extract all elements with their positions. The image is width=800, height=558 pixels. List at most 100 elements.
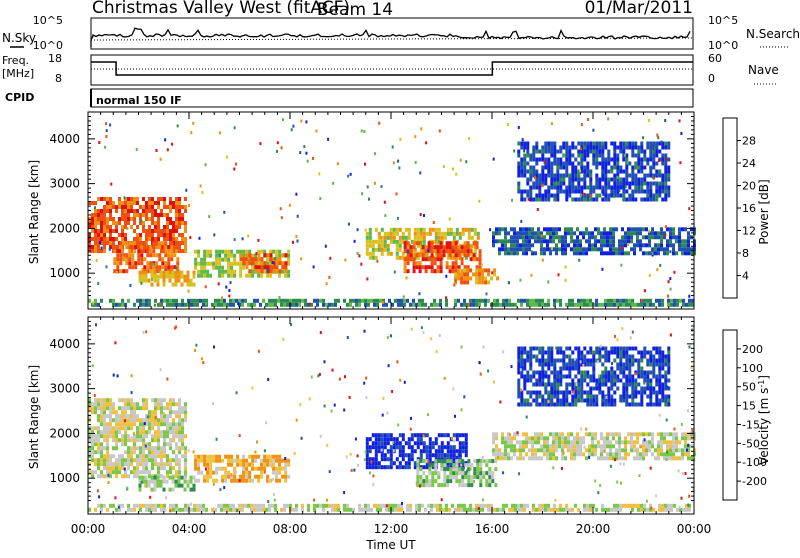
heatmap-cell	[642, 235, 645, 239]
heatmap-cell	[649, 379, 652, 383]
heatmap-cell	[366, 244, 369, 248]
heatmap-cell	[570, 432, 573, 436]
heatmap-cell	[656, 173, 658, 176]
heatmap-cell	[248, 258, 250, 261]
heatmap-cell	[142, 299, 145, 303]
heatmap-cell	[592, 190, 595, 194]
heatmap-cell	[592, 162, 595, 166]
heatmap-cell	[262, 299, 265, 303]
heatmap-cell	[232, 508, 235, 512]
heatmap-cell	[507, 444, 510, 448]
heatmap-cell	[678, 456, 681, 460]
heatmap-cell	[151, 466, 154, 470]
heatmap-cell	[252, 257, 255, 261]
heatmap-cell	[239, 270, 242, 274]
heatmap-cell	[501, 243, 504, 247]
heatmap-cell	[175, 422, 178, 426]
heatmap-cell	[245, 459, 248, 463]
heatmap-cell	[550, 142, 553, 146]
heatmap-cell	[429, 453, 432, 457]
heatmap-cell	[390, 228, 393, 232]
heatmap-cell	[532, 355, 535, 359]
heatmap-cell	[498, 452, 501, 456]
heatmap-cell	[223, 508, 226, 512]
heatmap-cell	[438, 453, 441, 457]
heatmap-cell	[390, 461, 393, 465]
heatmap-cell	[211, 303, 214, 307]
heatmap-cell	[463, 276, 466, 280]
heatmap-cell	[109, 422, 112, 426]
heatmap-cell	[537, 432, 540, 436]
heatmap-cell	[574, 158, 577, 162]
heatmap-cell	[390, 449, 393, 453]
heatmap-cell	[583, 359, 586, 363]
heatmap-cell	[648, 440, 651, 444]
heatmap-cell	[549, 448, 552, 452]
heatmap-cell	[253, 299, 256, 303]
heatmap-cell	[109, 474, 112, 478]
heatmap-cell	[544, 387, 547, 391]
heatmap-cell	[473, 241, 476, 245]
heatmap-cell	[303, 145, 305, 148]
heatmap-cell	[218, 258, 221, 262]
heatmap-cell	[379, 504, 382, 508]
heatmap-cell	[215, 250, 218, 254]
heatmap-cell	[295, 508, 298, 512]
heatmap-cell	[393, 445, 396, 449]
cpid-label: CPID	[5, 91, 34, 104]
heatmap-cell	[121, 422, 124, 426]
heatmap-cell	[139, 213, 142, 217]
heatmap-cell	[474, 228, 477, 232]
heatmap-cell	[582, 251, 585, 255]
heatmap-cell	[118, 217, 121, 221]
heatmap-cell	[670, 303, 673, 307]
heatmap-cell	[667, 194, 670, 198]
heatmap-cell	[260, 459, 263, 463]
heatmap-cell	[124, 406, 127, 410]
heatmap-cell	[246, 261, 249, 265]
heatmap-cell	[579, 444, 582, 448]
heatmap-cell	[657, 448, 660, 452]
heatmap-cell	[495, 432, 498, 436]
heatmap-cell	[573, 243, 576, 247]
heatmap-cell	[525, 452, 528, 456]
heatmap-cell	[565, 194, 568, 198]
heatmap-cell	[619, 363, 622, 367]
heatmap-cell	[470, 475, 473, 479]
heatmap-cell	[242, 455, 245, 459]
heatmap-cell	[449, 475, 452, 479]
heatmap-cell	[194, 459, 197, 463]
heatmap-cell	[551, 247, 553, 250]
heatmap-cell	[577, 142, 580, 146]
heatmap-cell	[601, 303, 604, 307]
heatmap-cell	[585, 247, 588, 251]
heatmap-cell	[245, 479, 248, 483]
heatmap-cell	[121, 462, 124, 466]
heatmap-cell	[631, 198, 634, 202]
heatmap-cell	[628, 174, 631, 178]
heatmap-cell	[103, 474, 106, 478]
heatmap-cell	[562, 399, 565, 403]
heatmap-cell	[405, 441, 408, 445]
heatmap-cell	[166, 205, 169, 209]
heatmap-cell	[381, 453, 384, 457]
heatmap-cell	[316, 303, 319, 307]
heatmap-cell	[400, 303, 403, 307]
heatmap-cell	[233, 258, 236, 262]
heatmap-cell	[637, 186, 640, 190]
heatmap-cell	[169, 299, 172, 303]
heatmap-cell	[646, 190, 649, 194]
heatmap-cell	[97, 249, 100, 253]
heatmap-cell	[399, 248, 402, 252]
heatmap-cell	[366, 232, 369, 236]
heatmap-cell	[118, 430, 121, 434]
heatmap-cell	[655, 146, 658, 150]
heatmap-cell	[634, 178, 637, 182]
heatmap-cell	[423, 441, 426, 445]
heatmap-cell	[492, 448, 495, 452]
heatmap-cell	[218, 274, 221, 278]
heatmap-cell	[390, 445, 393, 449]
heatmap-cell	[517, 186, 520, 190]
heatmap-cell	[151, 209, 154, 213]
heatmap-cell	[513, 150, 515, 153]
